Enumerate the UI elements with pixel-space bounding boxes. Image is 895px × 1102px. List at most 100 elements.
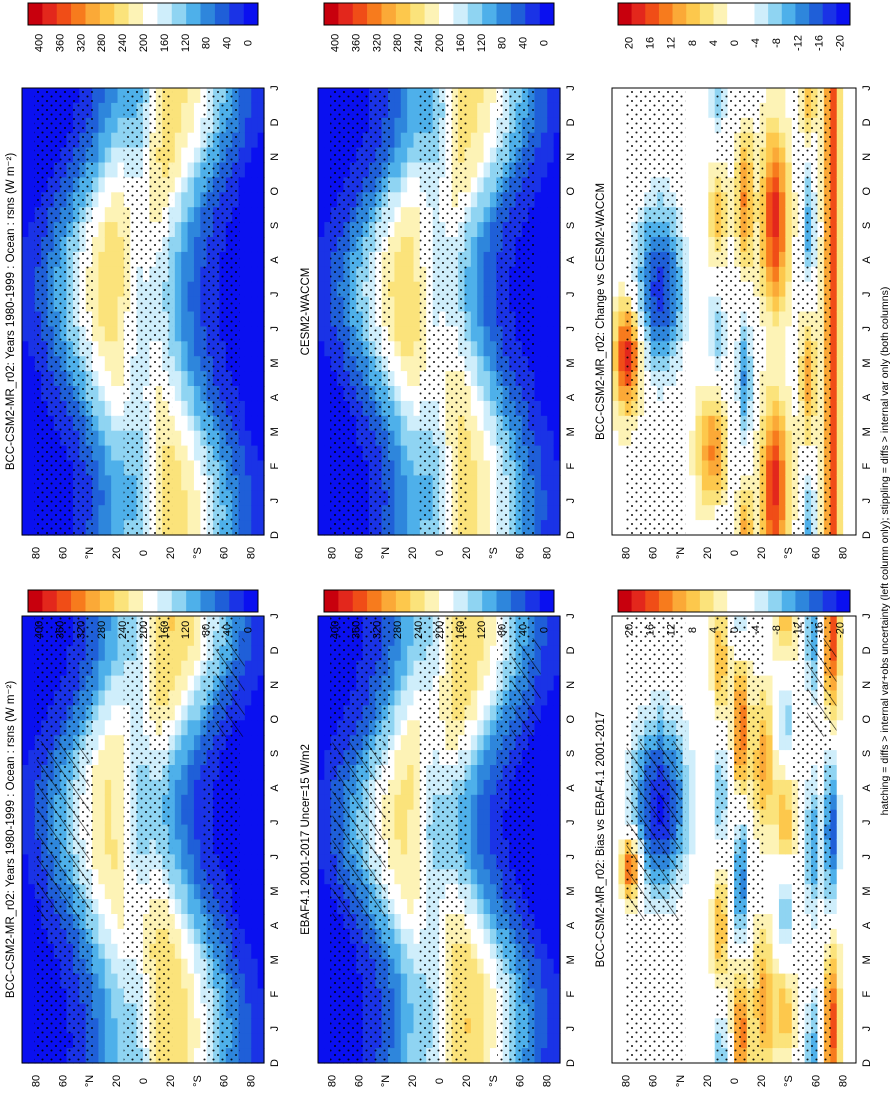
heatmap-cell	[701, 824, 709, 841]
heatmap-cell	[181, 794, 189, 811]
heatmap-cell	[407, 1018, 415, 1034]
heatmap-cell	[540, 1033, 548, 1049]
heatmap-cell	[612, 1003, 620, 1019]
heatmap-cell	[708, 988, 716, 1004]
month-tick-label: A	[565, 784, 577, 792]
heatmap-cell	[843, 616, 851, 632]
heatmap-cell	[28, 839, 36, 855]
heatmap-cell	[251, 400, 259, 417]
heatmap-cell	[104, 1033, 112, 1049]
heatmap-cell	[111, 147, 119, 164]
heatmap-cell	[695, 690, 703, 706]
heatmap-cell	[92, 735, 100, 751]
heatmap-cell	[98, 356, 106, 372]
heatmap-cell	[324, 854, 332, 870]
heatmap-cell	[830, 794, 838, 811]
heatmap-cell	[400, 675, 408, 692]
heatmap-cell	[22, 162, 29, 178]
heatmap-cell	[238, 765, 246, 781]
heatmap-cell	[257, 117, 265, 134]
heatmap-cell	[187, 102, 195, 119]
heatmap-cell	[618, 928, 626, 945]
month-tick-label: A	[861, 921, 873, 929]
heatmap-cell	[187, 132, 195, 149]
heatmap-cell	[257, 809, 265, 826]
lat-tick-label: °S	[192, 547, 204, 559]
heatmap-cell	[324, 735, 332, 751]
heatmap-cell	[104, 162, 112, 178]
heatmap-cell	[489, 1018, 497, 1034]
heatmap-cell	[181, 251, 189, 268]
heatmap-cell	[324, 88, 332, 104]
heatmap-cell	[181, 132, 189, 149]
heatmap-cell	[28, 705, 36, 721]
heatmap-cell	[187, 884, 195, 900]
heatmap-cell	[413, 1003, 421, 1019]
heatmap-cell	[388, 824, 396, 841]
heatmap-cell	[785, 1033, 793, 1049]
heatmap-cell	[251, 720, 259, 736]
heatmap-cell	[470, 690, 478, 706]
heatmap-cell	[618, 824, 626, 841]
heatmap-cell	[251, 505, 259, 521]
heatmap-cell	[849, 1048, 857, 1064]
heatmap-cell	[682, 988, 690, 1004]
colorbar-swatch	[658, 590, 673, 612]
heatmap-cell	[117, 809, 125, 826]
heatmap-cell	[547, 1003, 555, 1019]
heatmap-cell	[238, 988, 246, 1004]
heatmap-cell	[117, 675, 125, 692]
heatmap-cell	[778, 914, 786, 930]
heatmap-cell	[117, 928, 125, 945]
heatmap-cell	[772, 794, 780, 811]
heatmap-cell	[251, 839, 259, 855]
heatmap-cell	[778, 928, 786, 945]
heatmap-cell	[388, 735, 396, 751]
heatmap-cell	[695, 735, 703, 751]
heatmap-cell	[318, 660, 325, 677]
heatmap-cell	[181, 1003, 189, 1019]
heatmap-cell	[174, 988, 182, 1004]
month-tick-label: D	[861, 646, 873, 654]
heatmap-cell	[117, 690, 125, 706]
heatmap-cell	[238, 824, 246, 841]
heatmap-cell	[251, 988, 259, 1004]
heatmap-cell	[181, 675, 189, 692]
heatmap-cell	[111, 794, 119, 811]
heatmap-cell	[111, 445, 119, 462]
heatmap-cell	[388, 809, 396, 826]
heatmap-cell	[318, 720, 325, 736]
heatmap-cell	[181, 341, 189, 357]
heatmap-cell	[117, 884, 125, 900]
heatmap-cell	[836, 809, 844, 826]
heatmap-cell	[766, 899, 774, 915]
heatmap-cell	[400, 1018, 408, 1034]
heatmap-cell	[540, 616, 548, 632]
heatmap-cell	[181, 207, 189, 223]
heatmap-cell	[540, 943, 548, 960]
heatmap-cell	[682, 645, 690, 662]
month-tick-label: S	[269, 750, 281, 757]
heatmap-cell	[104, 914, 112, 930]
heatmap-cell	[187, 296, 195, 313]
heatmap-cell	[238, 1033, 246, 1049]
heatmap-cell	[682, 616, 690, 632]
colorbar-label: 4	[708, 627, 720, 633]
heatmap-cell	[22, 326, 29, 342]
colorbar-swatch	[243, 590, 259, 612]
heatmap-cell	[400, 794, 408, 811]
heatmap-cell	[489, 988, 497, 1004]
heatmap-cell	[836, 839, 844, 855]
heatmap-cell	[394, 616, 402, 632]
heatmap-cell	[174, 475, 182, 491]
heatmap-cell	[324, 415, 332, 432]
heatmap-cell	[766, 839, 774, 855]
heatmap-cell	[483, 735, 491, 751]
heatmap-cell	[117, 616, 125, 632]
month-tick-label: D	[269, 118, 281, 126]
month-tick-label: D	[269, 646, 281, 654]
heatmap-cell	[251, 296, 259, 313]
heatmap-cell	[413, 809, 421, 826]
heatmap-cell	[181, 430, 189, 447]
heatmap-cell	[388, 928, 396, 945]
